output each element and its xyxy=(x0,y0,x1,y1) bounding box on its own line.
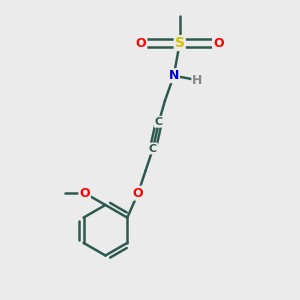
Text: O: O xyxy=(79,187,90,200)
Text: C: C xyxy=(155,117,163,127)
Text: O: O xyxy=(133,187,143,200)
Text: O: O xyxy=(136,37,146,50)
Text: O: O xyxy=(213,37,224,50)
Text: S: S xyxy=(175,36,185,50)
Text: N: N xyxy=(169,69,179,82)
Text: H: H xyxy=(192,74,203,87)
Text: C: C xyxy=(149,143,157,154)
